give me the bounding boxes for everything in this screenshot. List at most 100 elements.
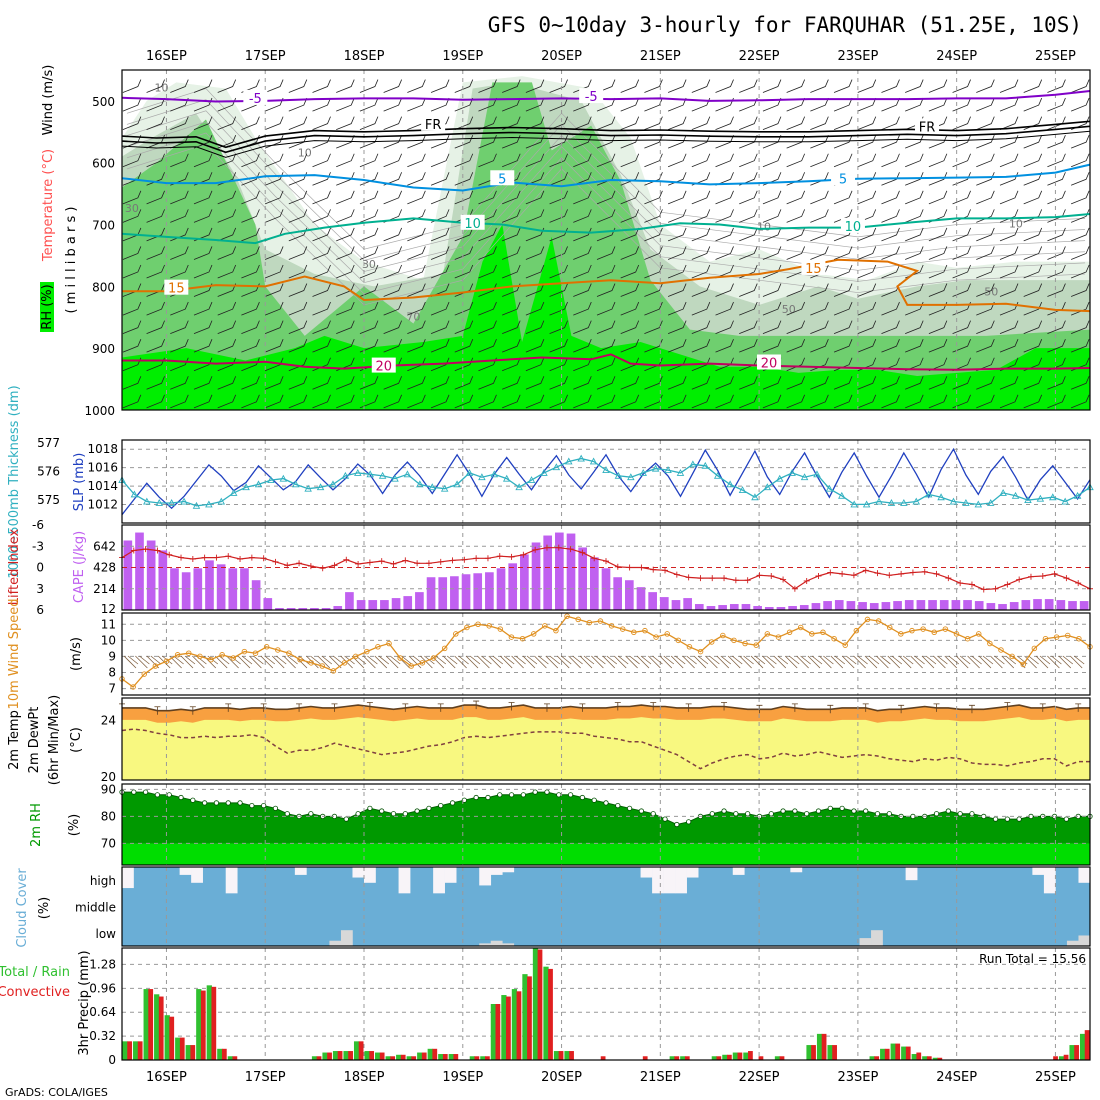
precip-convective-bar xyxy=(874,1056,880,1060)
rh2m-axis-label: 2m RH xyxy=(29,803,44,847)
precip-convective-bar xyxy=(190,1045,196,1060)
wind-barb xyxy=(217,357,237,372)
precip-total-bar xyxy=(901,1046,907,1060)
precip-convective-bar xyxy=(1053,1056,1058,1060)
precip-convective-bar xyxy=(516,991,522,1060)
wind-barb xyxy=(786,301,806,316)
surface-wind-barb xyxy=(374,655,390,669)
wind-barb xyxy=(336,246,355,260)
wind-barb xyxy=(928,283,948,297)
precip-convective-bar xyxy=(379,1052,385,1060)
wind-barb xyxy=(644,116,663,131)
rh2m-point xyxy=(945,808,951,814)
cloud-high-gap xyxy=(905,867,918,881)
temp-minmax-bar xyxy=(614,702,621,711)
wind-barb xyxy=(952,357,971,372)
lifted-index-point xyxy=(862,567,869,574)
surface-wind-barb xyxy=(853,655,868,669)
precip-convective-bar xyxy=(558,1051,564,1060)
wind-barb xyxy=(952,320,971,335)
rh-contour-label: 50 xyxy=(984,286,998,299)
rh2m-tick: 80 xyxy=(101,809,116,823)
wind-speed-point xyxy=(619,626,626,632)
surface-wind-barb xyxy=(990,655,1005,669)
cape-bar xyxy=(298,608,308,610)
wind-speed-point xyxy=(564,613,570,619)
lifted-index-point xyxy=(662,567,669,574)
wind-barb xyxy=(1023,320,1043,335)
wind-barb xyxy=(667,227,687,242)
wind-barb xyxy=(288,190,308,205)
wind-barb xyxy=(786,339,806,353)
wind-barb xyxy=(644,209,663,223)
rh2m-point xyxy=(131,789,137,795)
surface-wind-barb xyxy=(249,655,264,669)
rh2m-point xyxy=(709,811,715,817)
wind-barb xyxy=(573,209,592,223)
wind-barb xyxy=(217,172,237,186)
wind-barb xyxy=(573,264,592,279)
wind-barb xyxy=(502,153,521,168)
wind-barb xyxy=(999,116,1019,131)
cape-bar xyxy=(974,601,984,610)
wind-speed-point xyxy=(197,653,203,660)
wind-barb xyxy=(454,116,474,131)
wind-barb xyxy=(691,357,711,372)
wind-speed-point xyxy=(486,623,492,629)
thickness-point xyxy=(912,497,921,505)
wind-barb xyxy=(786,283,806,297)
thickness-point xyxy=(391,474,399,482)
dewpt-fill xyxy=(122,717,1090,780)
wind-barb xyxy=(573,339,592,353)
cape-bar xyxy=(228,568,238,610)
wind-barb xyxy=(833,283,853,297)
lifted-index-point xyxy=(154,547,161,554)
wind-speed-point xyxy=(942,626,949,632)
cape-tick: 428 xyxy=(93,561,116,575)
lifted-index-point xyxy=(744,577,751,584)
wind-barb xyxy=(478,153,497,168)
rh2m-point xyxy=(414,808,420,814)
wind-barb xyxy=(715,301,734,316)
lifted-index-point xyxy=(1075,580,1082,587)
wind-speed-point xyxy=(642,627,648,634)
cape-bar xyxy=(415,592,424,610)
wind-speed-point xyxy=(631,629,637,636)
wind-barb xyxy=(146,320,165,335)
precip-convective-bar xyxy=(169,1016,175,1060)
surface-wind-barb xyxy=(933,655,948,669)
wind-barb xyxy=(644,153,663,168)
wind-barb xyxy=(407,97,426,112)
temp-minmax-bar xyxy=(437,703,444,712)
wind-barb xyxy=(549,376,568,390)
cloud-low-bar xyxy=(490,940,503,946)
wind-speed-point xyxy=(553,627,559,634)
wind-barb xyxy=(336,135,355,149)
cloud-high-gap xyxy=(433,867,445,894)
precip-convective-bar xyxy=(916,1052,922,1060)
lifted-index-point xyxy=(260,555,267,562)
wind-barb xyxy=(857,135,877,149)
date-label-top: 25SEP xyxy=(1035,49,1076,64)
rh2m-point xyxy=(674,821,680,828)
wind-barb xyxy=(454,135,474,149)
wind-barb xyxy=(383,227,403,242)
wind-barb xyxy=(264,376,284,390)
wind-speed-point xyxy=(519,635,526,642)
isotherm-label: 5 xyxy=(839,172,847,187)
date-label-top: 16SEP xyxy=(146,49,187,64)
wind-barb xyxy=(976,135,995,149)
wind-barb xyxy=(1070,339,1090,353)
wind-barb xyxy=(976,246,995,260)
wind-barb xyxy=(502,320,521,335)
precip-convective-bar xyxy=(369,1051,375,1060)
wind-barb xyxy=(739,394,758,409)
wind-barb xyxy=(549,227,568,242)
lifted-index-point xyxy=(437,558,444,565)
wind-barb xyxy=(928,320,948,335)
rh2m-point xyxy=(343,816,349,822)
cape-bar xyxy=(648,592,657,610)
precip-total-bar xyxy=(364,1051,370,1060)
cloud-frame xyxy=(121,866,1091,947)
precip-total-bar xyxy=(806,1045,812,1060)
